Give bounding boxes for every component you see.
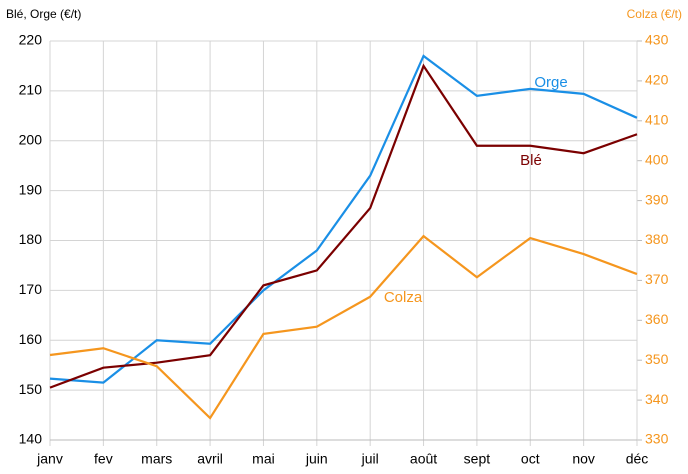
- y-tick-label: 210: [19, 82, 43, 98]
- x-tick-label: avril: [197, 451, 223, 467]
- y-tick-label: 200: [19, 131, 43, 147]
- y2-tick-label: 380: [645, 231, 669, 247]
- y2-tick-label: 390: [645, 191, 669, 207]
- x-tick-label: sept: [464, 451, 491, 467]
- series-label: Blé: [520, 152, 542, 169]
- y-tick-label: 170: [19, 281, 43, 297]
- y2-tick-label: 400: [645, 151, 669, 167]
- y-tick-label: 160: [19, 331, 43, 347]
- x-tick-label: janv: [36, 451, 63, 467]
- series-line: [49, 54, 638, 384]
- y-axis-title: Blé, Orge (€/t): [6, 7, 81, 21]
- x-tick-label: fev: [94, 451, 113, 467]
- y2-tick-label: 330: [645, 431, 669, 447]
- x-tick-label: nov: [572, 451, 595, 467]
- y2-tick-label: 360: [645, 311, 669, 327]
- y2-tick-label: 420: [645, 72, 669, 88]
- x-tick-label: août: [410, 451, 437, 467]
- y-tick-label: 220: [19, 32, 43, 48]
- x-tick-label: déc: [626, 451, 649, 467]
- y-tick-label: 180: [19, 231, 43, 247]
- x-tick-label: mai: [252, 451, 275, 467]
- y-tick-label: 150: [19, 381, 43, 397]
- y2-tick-label: 410: [645, 112, 669, 128]
- series-line: [49, 63, 638, 389]
- x-tick-label: juil: [361, 451, 379, 467]
- y2-tick-label: 430: [645, 32, 669, 48]
- y2-tick-label: 370: [645, 271, 669, 287]
- y2-tick-label: 350: [645, 351, 669, 367]
- x-tick-label: oct: [521, 451, 540, 467]
- series-label: Orge: [534, 74, 567, 91]
- y-tick-label: 140: [19, 431, 43, 447]
- series-line: [49, 234, 638, 420]
- x-tick-label: juin: [305, 451, 328, 467]
- series-label: Colza: [384, 289, 423, 306]
- x-tick-label: mars: [141, 451, 172, 467]
- y-tick-label: 190: [19, 181, 43, 197]
- y2-tick-label: 340: [645, 391, 669, 407]
- y2-axis-title: Colza (€/t): [627, 7, 682, 21]
